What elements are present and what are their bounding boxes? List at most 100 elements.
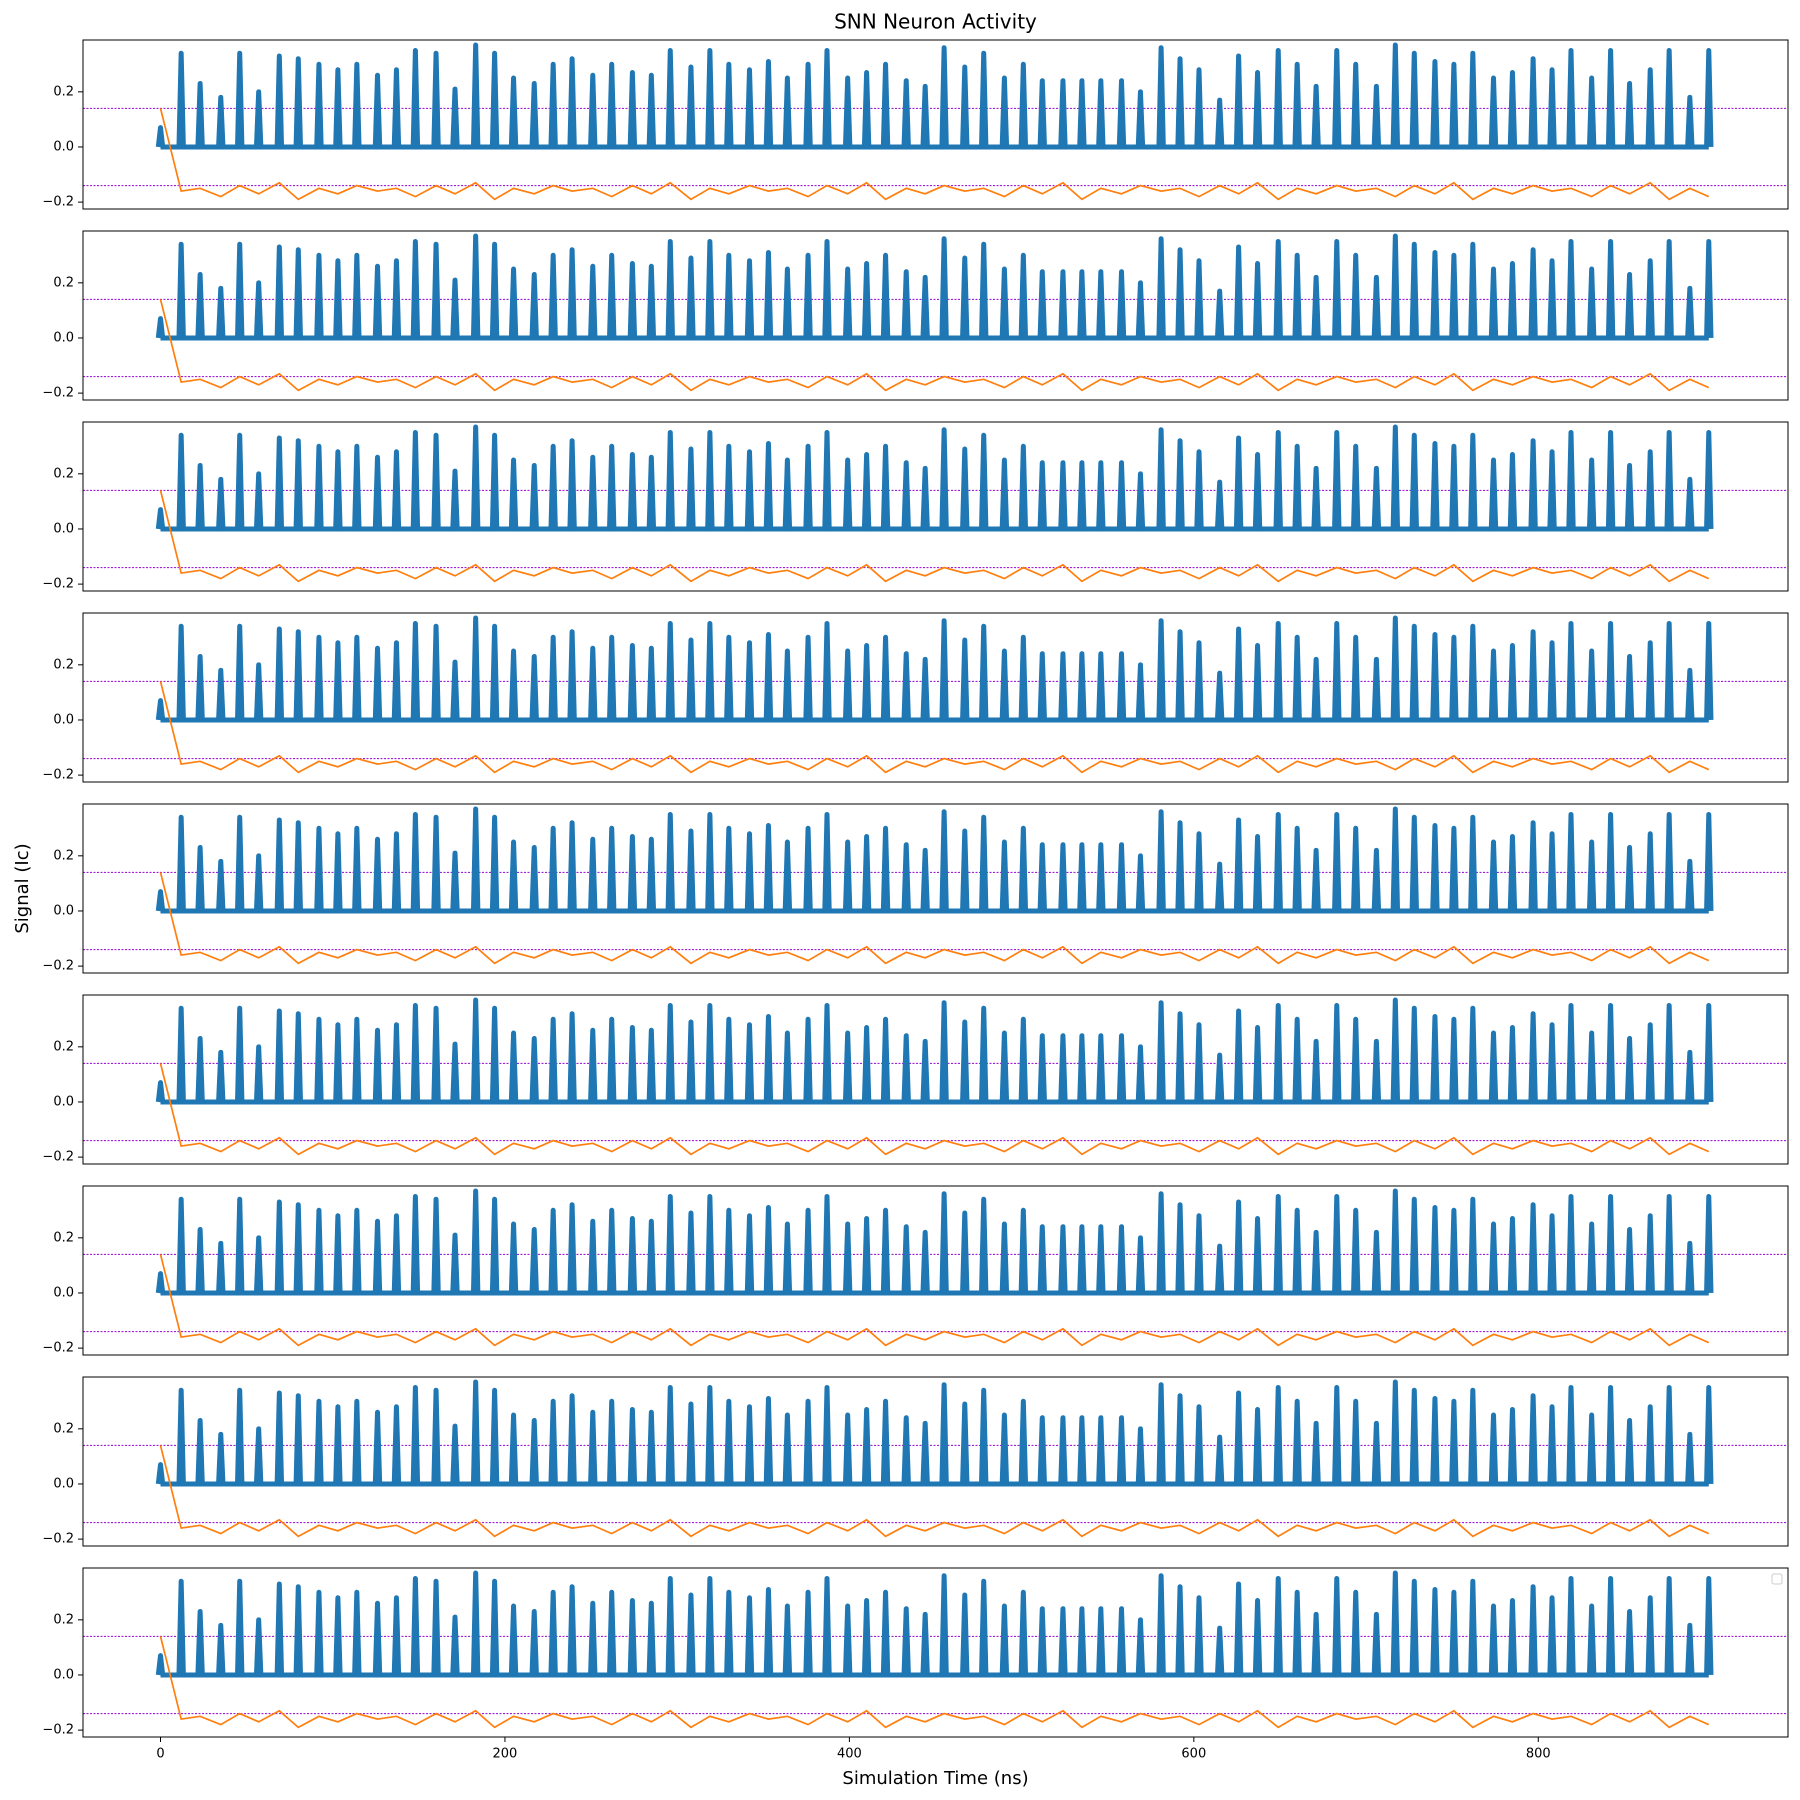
spike	[1273, 238, 1283, 339]
spike	[508, 75, 519, 148]
spike	[1430, 1587, 1440, 1676]
spike	[979, 1196, 989, 1294]
spike	[1430, 1205, 1440, 1294]
spike	[744, 258, 755, 339]
y-tick-label: 0.0	[53, 1667, 74, 1682]
spike	[842, 266, 853, 339]
spike	[1135, 662, 1146, 721]
spike	[979, 1578, 989, 1676]
spike	[176, 1005, 186, 1103]
y-tick-label: −0.2	[42, 577, 74, 592]
spike	[1547, 258, 1557, 339]
spike	[627, 452, 638, 530]
spike	[548, 61, 558, 148]
spike	[1351, 825, 1361, 912]
spike	[763, 1014, 774, 1103]
spike	[293, 1584, 303, 1676]
spike	[1214, 1052, 1225, 1103]
spike	[1175, 247, 1185, 339]
spike	[216, 1240, 226, 1294]
spike	[1292, 1398, 1302, 1485]
spike	[253, 1617, 264, 1676]
spike	[508, 1030, 519, 1103]
spike	[410, 238, 421, 339]
y-tick-label: 0.2	[53, 275, 74, 290]
spike	[1528, 56, 1538, 148]
spike	[1664, 47, 1674, 148]
spike	[1135, 89, 1146, 148]
spike	[763, 1205, 774, 1294]
spike	[1605, 47, 1616, 148]
spike	[686, 1592, 696, 1676]
spike	[607, 634, 617, 721]
spike	[763, 632, 774, 721]
spike	[1096, 1033, 1106, 1103]
spike	[548, 1398, 558, 1485]
spike	[1409, 623, 1419, 721]
spike	[724, 61, 734, 148]
spike	[1037, 1415, 1047, 1485]
spike	[724, 634, 734, 721]
spike	[253, 1426, 264, 1485]
spike	[1096, 1606, 1106, 1676]
spike	[1371, 1611, 1382, 1676]
spike	[391, 449, 402, 530]
spike	[1018, 825, 1029, 912]
spike	[1156, 618, 1166, 721]
spike	[529, 463, 539, 530]
spike	[1566, 238, 1576, 339]
spike	[1430, 441, 1440, 530]
spike	[450, 277, 460, 339]
spike	[176, 1387, 186, 1485]
spike	[391, 831, 402, 912]
spike	[1252, 834, 1263, 912]
spike	[1390, 615, 1401, 721]
spike	[529, 1609, 539, 1676]
spike	[1077, 460, 1087, 530]
spike	[665, 620, 675, 721]
spike	[567, 1393, 577, 1485]
membrane-line	[159, 872, 1710, 965]
spike	[880, 634, 891, 721]
spike	[901, 460, 911, 530]
x-tick-label: 200	[493, 1747, 518, 1762]
spike	[548, 825, 558, 912]
spike	[1468, 432, 1478, 530]
spike	[901, 1415, 911, 1485]
y-tick-label: 0.2	[53, 84, 74, 99]
spike	[803, 825, 813, 912]
spike	[1135, 1426, 1146, 1485]
spike	[1233, 1581, 1244, 1676]
spike	[1252, 1598, 1263, 1676]
spike	[1645, 1213, 1655, 1294]
spike	[314, 634, 324, 721]
spike	[1685, 285, 1695, 339]
spike	[588, 645, 598, 721]
spike	[782, 1412, 793, 1485]
spike	[1194, 1022, 1204, 1103]
spike	[1135, 280, 1146, 339]
spike	[607, 1398, 617, 1485]
spike	[627, 1025, 638, 1103]
spike	[763, 441, 774, 530]
spike	[1311, 1611, 1321, 1676]
spike	[195, 654, 205, 721]
spike	[1624, 272, 1635, 339]
spike	[803, 1207, 813, 1294]
spike	[352, 1589, 362, 1676]
spike	[939, 427, 949, 530]
spike	[607, 1016, 617, 1103]
spike	[235, 1005, 245, 1103]
spike	[822, 1384, 832, 1485]
spike	[1077, 269, 1087, 339]
spike	[724, 443, 734, 530]
spike	[1311, 656, 1321, 721]
spike	[880, 1589, 891, 1676]
spike	[352, 1398, 362, 1485]
spike	[686, 828, 696, 912]
spike	[686, 1019, 696, 1103]
spike	[372, 1409, 383, 1485]
spike	[529, 1227, 539, 1294]
spike	[333, 67, 343, 148]
spike	[1332, 811, 1342, 912]
